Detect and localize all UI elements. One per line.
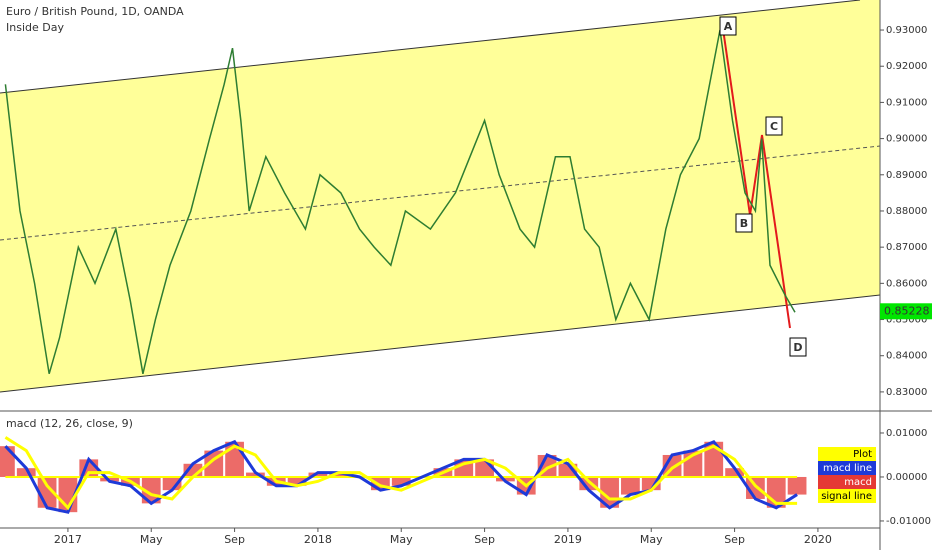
channel-upper xyxy=(0,0,861,94)
annotation-box xyxy=(789,337,807,357)
legend-label: macd line xyxy=(823,463,872,474)
x-tick-label: 2018 xyxy=(304,533,332,546)
macd-line xyxy=(4,436,798,511)
x-tick-label: Sep xyxy=(224,533,245,546)
y-tick-label: 0.92000 xyxy=(886,61,927,72)
x-tick-label: Sep xyxy=(474,533,495,546)
annotation: D xyxy=(793,341,802,354)
y-tick-label: 0.93000 xyxy=(886,25,927,36)
legend-label: Plot xyxy=(853,449,872,460)
legend-label: signal line xyxy=(821,491,872,502)
y-tick-label: 0.89000 xyxy=(886,170,927,181)
chart-title: Euro / British Pound, 1D, OANDA xyxy=(6,5,184,18)
price-line xyxy=(4,29,796,375)
y-tick-label: 0.87000 xyxy=(886,242,927,253)
macd-bar xyxy=(0,446,15,477)
y-tick-label: 0.83000 xyxy=(886,387,927,398)
channel-lower xyxy=(0,294,881,393)
x-tick-label: Sep xyxy=(724,533,745,546)
y-tick-label: 0.84000 xyxy=(886,351,927,362)
y-tick-label: 0.91000 xyxy=(886,97,927,108)
macd-bar xyxy=(329,472,349,477)
annotation: B xyxy=(740,217,748,230)
annotation: A xyxy=(724,20,733,33)
macd-bar xyxy=(16,468,36,477)
macd-bar xyxy=(787,476,807,495)
y-tick-label: 0.00000 xyxy=(886,472,927,483)
x-tick-label: 2020 xyxy=(804,533,832,546)
macd-bar xyxy=(621,476,640,495)
x-tick-label: May xyxy=(140,533,163,546)
chart-subtitle: Inside Day xyxy=(6,21,64,34)
annotation-box xyxy=(735,213,753,233)
macd-bar xyxy=(558,463,578,477)
legend-swatch xyxy=(818,475,876,489)
macd-line xyxy=(4,439,798,514)
macd-title: macd (12, 26, close, 9) xyxy=(6,417,133,430)
x-tick-label: May xyxy=(390,533,413,546)
x-tick-label: May xyxy=(640,533,663,546)
y-tick-label: -0.01000 xyxy=(886,516,931,527)
channel-mid xyxy=(0,145,881,241)
macd-bar xyxy=(391,476,411,486)
x-tick-label: 2019 xyxy=(554,533,582,546)
last-price-box xyxy=(880,303,932,320)
macd-bar xyxy=(100,476,119,482)
macd-bar xyxy=(308,472,328,477)
abcd-pattern xyxy=(721,21,791,329)
last-price-label: 0.85228 xyxy=(884,304,930,317)
annotation: C xyxy=(770,120,778,133)
y-tick-label: 0.86000 xyxy=(886,278,927,289)
y-tick-label: 0.88000 xyxy=(886,206,927,217)
macd-bar xyxy=(246,472,265,477)
y-tick-label: 0.85000 xyxy=(886,315,927,326)
x-tick-label: 2017 xyxy=(54,533,82,546)
annotation-box xyxy=(765,116,783,136)
macd-bar xyxy=(162,476,182,491)
macd-bar xyxy=(287,476,307,486)
legend-swatch xyxy=(818,461,876,475)
y-tick-label: 0.90000 xyxy=(886,134,927,145)
macd-bar xyxy=(725,468,744,477)
legend-swatch xyxy=(818,447,876,461)
y-tick-label: 0.01000 xyxy=(886,428,927,439)
legend-label: macd xyxy=(844,477,872,488)
annotation-box xyxy=(719,16,737,36)
macd-bar xyxy=(496,476,515,482)
legend-swatch xyxy=(818,489,876,503)
